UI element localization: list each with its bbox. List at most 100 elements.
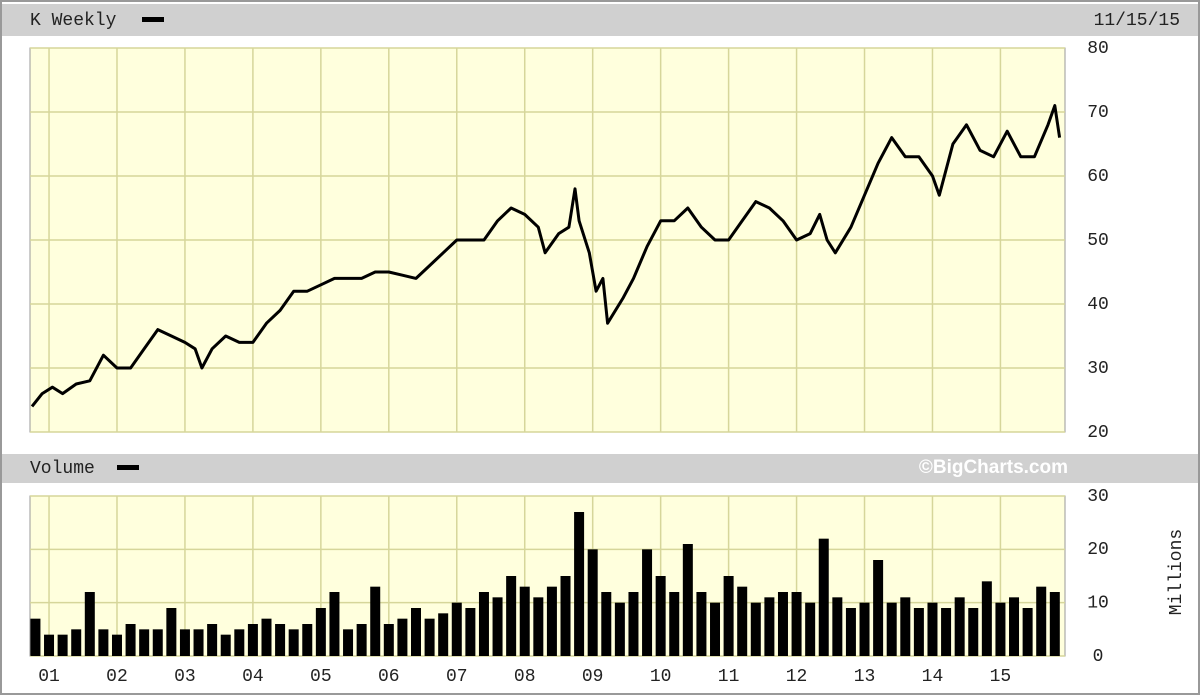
volume-bar	[710, 602, 721, 656]
volume-bar	[288, 629, 299, 656]
volume-bar	[152, 629, 163, 656]
header-bar	[2, 4, 1198, 36]
volume-bar	[179, 629, 190, 656]
volume-bar	[941, 608, 952, 656]
y-tick-label: 30	[1087, 487, 1109, 507]
volume-bar	[220, 634, 231, 656]
volume-bar	[614, 602, 625, 656]
x-tick-label: 08	[514, 667, 536, 687]
volume-bar	[818, 538, 829, 656]
volume-bar	[533, 597, 544, 656]
volume-bar	[492, 597, 503, 656]
x-tick-label: 04	[242, 667, 264, 687]
volume-bar	[57, 634, 68, 656]
volume-bar	[682, 544, 693, 656]
y-tick-label: 50	[1087, 231, 1109, 251]
volume-bar	[777, 592, 788, 656]
y-axis-label: Millions	[1167, 529, 1187, 615]
volume-bar	[98, 629, 109, 656]
x-tick-label: 02	[106, 667, 128, 687]
y-tick-label: 20	[1087, 540, 1109, 560]
volume-bar	[723, 576, 734, 656]
x-tick-label: 05	[310, 667, 332, 687]
volume-bar	[139, 629, 150, 656]
volume-bar	[981, 581, 992, 656]
volume-bar	[261, 618, 272, 656]
volume-bar	[465, 608, 476, 656]
volume-bar	[302, 624, 313, 656]
x-tick-label: 03	[174, 667, 196, 687]
y-tick-label: 20	[1087, 423, 1109, 443]
volume-bar	[954, 597, 965, 656]
volume-bar	[370, 586, 381, 656]
volume-bar	[478, 592, 489, 656]
volume-bar	[628, 592, 639, 656]
volume-bar	[845, 608, 856, 656]
y-tick-label: 0	[1093, 647, 1104, 667]
volume-title: Volume	[30, 459, 95, 479]
legend-swatch	[142, 17, 164, 22]
volume-bar	[832, 597, 843, 656]
price-line	[30, 104, 1062, 408]
x-tick-label: 06	[378, 667, 400, 687]
x-tick-label: 12	[786, 667, 808, 687]
volume-bar	[1009, 597, 1020, 656]
volume-bar	[642, 549, 653, 656]
volume-bar	[601, 592, 612, 656]
volume-bar	[275, 624, 286, 656]
volume-header-bar	[2, 454, 1198, 483]
volume-bar	[234, 629, 245, 656]
x-tick-label: 07	[446, 667, 468, 687]
volume-bar	[193, 629, 204, 656]
volume-bar	[886, 602, 897, 656]
chart-date: 11/15/15	[1094, 11, 1180, 31]
y-tick-label: 80	[1087, 39, 1109, 59]
volume-bar	[873, 560, 884, 656]
legend-swatch	[117, 465, 139, 470]
y-tick-label: 70	[1087, 103, 1109, 123]
x-tick-label: 13	[854, 667, 876, 687]
volume-bar	[574, 512, 585, 656]
x-tick-label: 09	[582, 667, 604, 687]
volume-bar	[451, 602, 462, 656]
volume-bar	[750, 602, 761, 656]
volume-bar	[968, 608, 979, 656]
volume-bar	[519, 586, 530, 656]
volume-bar	[669, 592, 680, 656]
source-credit: ©BigCharts.com	[919, 457, 1068, 478]
y-tick-label: 10	[1087, 593, 1109, 613]
volume-bar	[560, 576, 571, 656]
volume-bar	[927, 602, 938, 656]
volume-bar	[166, 608, 177, 656]
volume-bar	[506, 576, 517, 656]
volume-bar	[655, 576, 666, 656]
volume-bar	[30, 618, 41, 656]
volume-bar	[764, 597, 775, 656]
volume-bar	[71, 629, 82, 656]
volume-bar	[900, 597, 911, 656]
volume-bar	[737, 586, 748, 656]
x-tick-label: 15	[990, 667, 1012, 687]
volume-bar	[111, 634, 122, 656]
volume-bar	[383, 624, 394, 656]
volume-bar	[329, 592, 340, 656]
volume-bar	[546, 586, 557, 656]
volume-bar	[247, 624, 258, 656]
volume-bar	[1049, 592, 1060, 656]
volume-bar	[125, 624, 136, 656]
volume-bar	[315, 608, 326, 656]
volume-bar	[1036, 586, 1047, 656]
volume-bar	[356, 624, 367, 656]
x-tick-label: 11	[718, 667, 740, 687]
volume-bar	[207, 624, 218, 656]
y-tick-label: 30	[1087, 359, 1109, 379]
volume-bar	[397, 618, 408, 656]
volume-bar	[995, 602, 1006, 656]
volume-bar	[805, 602, 816, 656]
x-tick-label: 01	[38, 667, 60, 687]
volume-bar	[84, 592, 95, 656]
volume-bar	[587, 549, 598, 656]
volume-bar	[696, 592, 707, 656]
volume-bar	[424, 618, 435, 656]
